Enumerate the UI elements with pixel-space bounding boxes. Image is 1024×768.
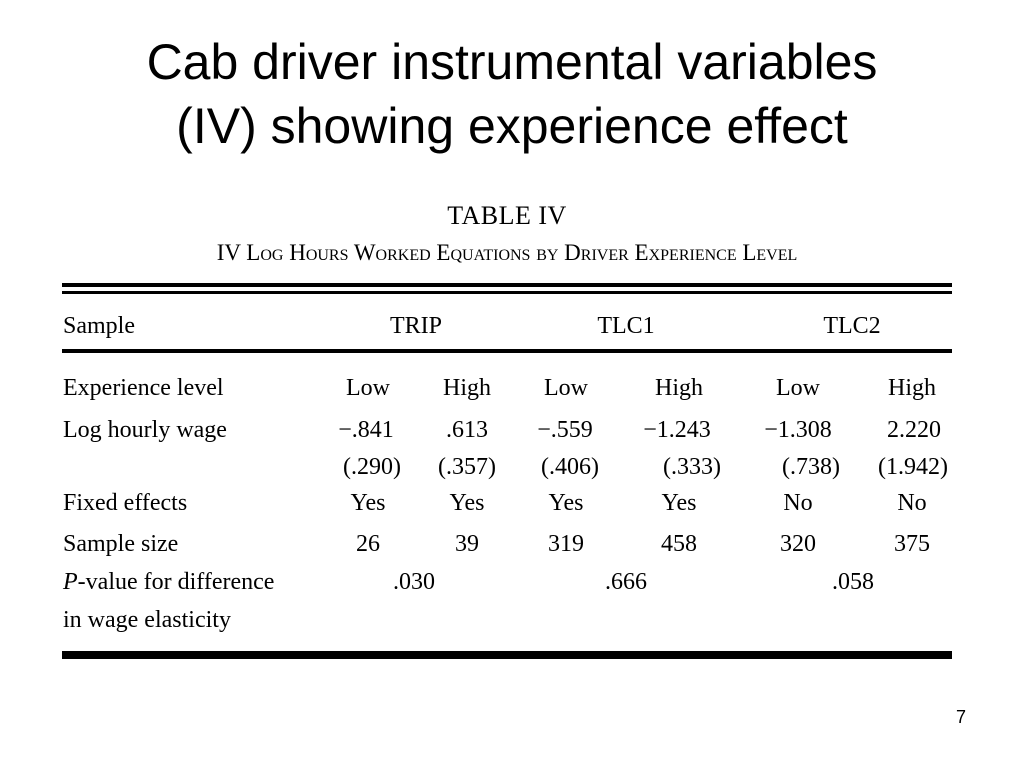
- pvalue-tlc2: .058: [832, 569, 874, 595]
- row-label-sample-size: Sample size: [63, 531, 179, 557]
- wage-tlc1-high: −1.243: [643, 417, 711, 443]
- fixed-effects-tlc2-high: No: [897, 490, 927, 516]
- slide-title-line-1: Cab driver instrumental variables: [146, 34, 878, 90]
- sample-size-trip-low: 26: [356, 531, 380, 557]
- sample-size-tlc1-high: 458: [661, 531, 697, 557]
- row-label-experience: Experience level: [63, 375, 224, 401]
- wage-trip-high: .613: [446, 417, 488, 443]
- experience-tlc2-high: High: [888, 375, 936, 401]
- fixed-effects-tlc1-high: Yes: [661, 490, 697, 516]
- fixed-effects-tlc2-low: No: [783, 490, 813, 516]
- experience-tlc1-low: Low: [544, 375, 588, 401]
- table-number: TABLE IV: [447, 201, 567, 230]
- wage-se-trip-low: (.290): [343, 454, 401, 480]
- pvalue-tlc1: .666: [605, 569, 647, 595]
- wage-tlc1-low: −.559: [537, 417, 593, 443]
- table-bottom-rule: [62, 651, 952, 659]
- experience-tlc1-high: High: [655, 375, 703, 401]
- sample-header-trip: TRIP: [389, 313, 443, 339]
- wage-tlc2-low: −1.308: [764, 417, 832, 443]
- wage-tlc2-high: 2.220: [887, 417, 941, 443]
- table-top-rule-thin: [62, 291, 952, 294]
- row-label-pvalue-line-2: in wage elasticity: [63, 607, 231, 633]
- slide-title: Cab driver instrumental variables (IV) s…: [0, 30, 1024, 158]
- pvalue-label-rest: -value for difference: [77, 569, 275, 595]
- sample-header-tlc2: TLC2: [823, 313, 881, 339]
- table-top-rule: [62, 283, 952, 287]
- wage-se-tlc1-high: (.333): [663, 454, 721, 480]
- table-heading: IV Log Hours Worked Equations by Driver …: [216, 240, 798, 265]
- wage-se-tlc2-high: (1.942): [878, 454, 948, 480]
- row-label-fixed-effects: Fixed effects: [63, 490, 188, 516]
- experience-trip-low: Low: [346, 375, 390, 401]
- fixed-effects-tlc1-low: Yes: [548, 490, 584, 516]
- wage-se-tlc1-low: (.406): [541, 454, 599, 480]
- pvalue-label-italic-p: P: [63, 569, 78, 595]
- row-label-wage: Log hourly wage: [63, 417, 227, 443]
- wage-se-trip-high: (.357): [438, 454, 496, 480]
- sample-header-tlc1: TLC1: [597, 313, 655, 339]
- experience-trip-high: High: [443, 375, 491, 401]
- sample-size-tlc2-high: 375: [894, 531, 930, 557]
- fixed-effects-trip-low: Yes: [350, 490, 386, 516]
- page-number: 7: [955, 707, 966, 727]
- slide-title-line-2: (IV) showing experience effect: [176, 98, 848, 154]
- pvalue-trip: .030: [393, 569, 435, 595]
- fixed-effects-trip-high: Yes: [449, 490, 485, 516]
- wage-trip-low: −.841: [338, 417, 394, 443]
- table-header-rule: [62, 349, 952, 353]
- sample-size-tlc2-low: 320: [780, 531, 816, 557]
- sample-size-tlc1-low: 319: [548, 531, 584, 557]
- row-label-pvalue: P-value for difference: [63, 567, 274, 597]
- sample-size-trip-high: 39: [455, 531, 479, 557]
- sample-header-label: Sample: [63, 313, 135, 339]
- experience-tlc2-low: Low: [776, 375, 820, 401]
- wage-se-tlc2-low: (.738): [782, 454, 840, 480]
